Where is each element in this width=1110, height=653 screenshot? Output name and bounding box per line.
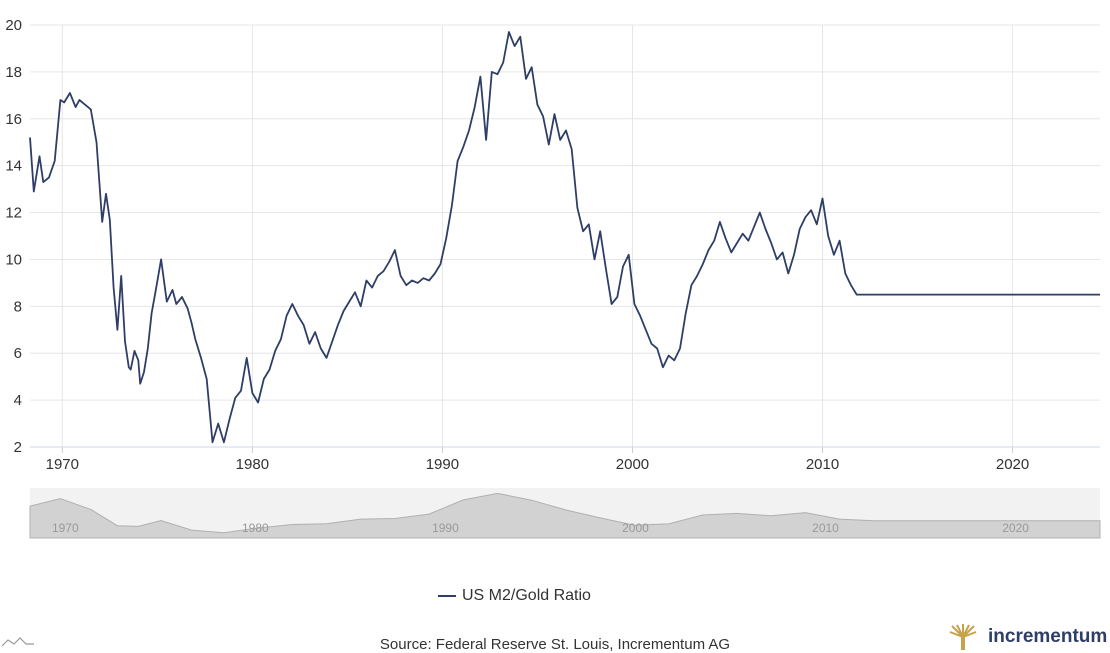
legend-item[interactable]: US M2/Gold Ratio xyxy=(438,587,591,605)
legend-label: US M2/Gold Ratio xyxy=(462,587,591,604)
incrementum-tree-icon xyxy=(949,624,977,650)
legend-swatch xyxy=(438,595,456,597)
chart-sparkline-icon xyxy=(1,637,34,647)
navigator-tick-label: 1990 xyxy=(432,521,459,535)
brand-logo: incrementum xyxy=(948,624,1107,650)
y-tick-label: 2 xyxy=(14,439,22,456)
navigator-tick-label: 2020 xyxy=(1002,521,1029,535)
navigator-tick-label: 1980 xyxy=(242,521,269,535)
navigator-tick-label: 2010 xyxy=(812,521,839,535)
y-tick-label: 8 xyxy=(14,298,22,315)
source-note: Source: Federal Reserve St. Louis, Incre… xyxy=(379,636,731,653)
navigator-tick-label: 1970 xyxy=(52,521,79,535)
y-tick-label: 10 xyxy=(5,251,22,268)
x-tick-label: 2020 xyxy=(996,456,1029,473)
y-tick-label: 6 xyxy=(14,345,22,362)
y-axis: 2 4 6 8 10 12 14 16 18 20 xyxy=(5,17,22,456)
y-tick-label: 12 xyxy=(5,205,22,222)
range-navigator[interactable]: 1970 1980 1990 2000 2010 2020 xyxy=(29,488,1101,539)
x-tick-label: 1980 xyxy=(236,456,269,473)
y-tick-label: 4 xyxy=(14,392,22,409)
series-line-m2-gold-ratio[interactable] xyxy=(29,31,1100,444)
y-tick-label: 18 xyxy=(5,64,22,81)
y-tick-label: 20 xyxy=(5,17,22,34)
x-tick-label: 2000 xyxy=(616,456,649,473)
x-axis: 1970 1980 1990 2000 2010 2020 xyxy=(30,446,1100,473)
navigator-tick-label: 2000 xyxy=(622,521,649,535)
brand-name: incrementum xyxy=(988,626,1108,647)
grid-lines xyxy=(30,24,1100,448)
x-tick-label: 2010 xyxy=(806,456,839,473)
navigator-area xyxy=(29,492,1101,539)
chart-canvas: 2 4 6 8 10 12 14 16 18 20 1970 1980 1990 2000 2010 202… xyxy=(5,17,1101,539)
x-tick-label: 1990 xyxy=(426,456,459,473)
x-tick-label: 1970 xyxy=(46,456,79,473)
navigator-labels: 1970 1980 1990 2000 2010 2020 xyxy=(52,521,1029,535)
y-tick-label: 14 xyxy=(5,158,22,175)
y-tick-label: 16 xyxy=(5,111,22,128)
